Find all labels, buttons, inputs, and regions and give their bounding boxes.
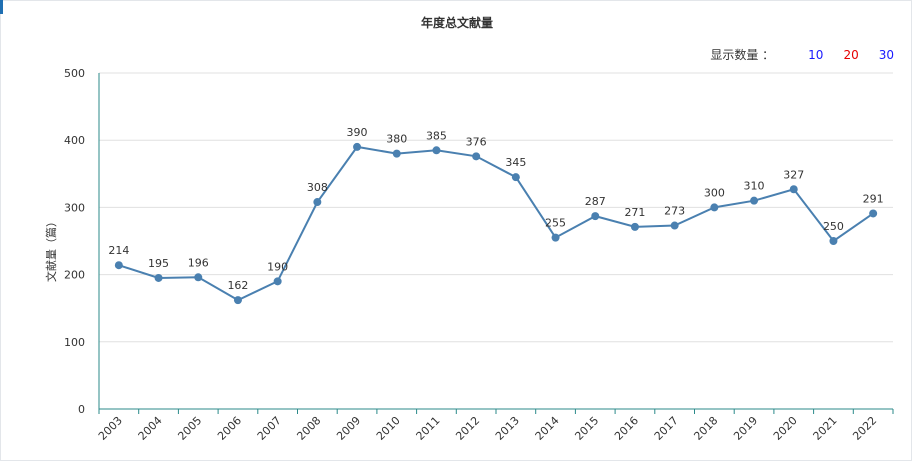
- data-label-2009: 390: [347, 126, 368, 139]
- x-tick-label-2003: 2003: [96, 414, 125, 443]
- x-tick-label-2017: 2017: [652, 414, 681, 443]
- data-point-2017[interactable]: [670, 221, 679, 230]
- data-point-2012[interactable]: [472, 152, 481, 161]
- y-tick-label: 200: [64, 269, 85, 282]
- y-tick-label: 0: [78, 403, 85, 416]
- display-count-label: 显示数量 ：: [710, 48, 775, 62]
- y-tick-label: 100: [64, 336, 85, 349]
- data-label-2011: 385: [426, 129, 447, 142]
- data-label-2006: 162: [227, 279, 248, 292]
- data-point-2021[interactable]: [829, 237, 838, 245]
- data-label-2012: 376: [466, 135, 487, 148]
- data-point-2011[interactable]: [432, 146, 441, 155]
- data-point-2007[interactable]: [273, 277, 282, 286]
- data-label-2018: 300: [704, 186, 725, 199]
- x-tick-label-2019: 2019: [731, 414, 760, 443]
- x-tick-label-2016: 2016: [612, 414, 641, 443]
- data-label-2003: 214: [108, 244, 129, 257]
- y-tick-label: 400: [64, 134, 85, 147]
- data-point-2010[interactable]: [392, 149, 401, 158]
- panel-accent-marker: [0, 0, 3, 14]
- count-option-20[interactable]: 20: [843, 47, 859, 62]
- series-line: [118, 145, 874, 302]
- data-point-2013[interactable]: [511, 173, 520, 182]
- x-tick-label-2009: 2009: [334, 414, 363, 443]
- x-tick-label-2014: 2014: [533, 414, 562, 443]
- x-tick-label-2013: 2013: [493, 414, 522, 443]
- data-label-2022: 291: [863, 192, 884, 205]
- data-label-2004: 195: [148, 257, 169, 270]
- x-tick-label-2005: 2005: [175, 414, 204, 443]
- data-label-2015: 287: [585, 195, 606, 208]
- data-point-2006[interactable]: [233, 296, 242, 305]
- x-tick-label-2022: 2022: [850, 414, 879, 443]
- data-label-2014: 255: [545, 217, 566, 230]
- data-point-2008[interactable]: [313, 198, 322, 207]
- data-label-2016: 271: [624, 206, 645, 219]
- data-label-2010: 380: [386, 133, 407, 146]
- data-point-2003[interactable]: [114, 261, 123, 270]
- data-label-2021: 250: [823, 220, 844, 233]
- data-point-2019[interactable]: [750, 196, 759, 205]
- x-tick-label-2015: 2015: [572, 414, 601, 443]
- data-label-2017: 273: [664, 205, 685, 218]
- data-point-2004[interactable]: [154, 273, 163, 282]
- y-tick-label: 300: [64, 201, 85, 214]
- x-tick-label-2006: 2006: [215, 414, 244, 443]
- data-point-2005[interactable]: [194, 273, 203, 282]
- data-point-2009[interactable]: [353, 142, 362, 151]
- x-tick-label-2004: 2004: [136, 414, 165, 443]
- count-option-10[interactable]: 10: [808, 47, 824, 62]
- data-point-2022[interactable]: [869, 209, 878, 218]
- display-count-selector: 显示数量 ： 10 20 30: [710, 46, 894, 63]
- x-tick-label-2012: 2012: [453, 414, 482, 443]
- chart-title: 年度总文献量: [420, 16, 493, 30]
- data-label-2005: 196: [188, 256, 209, 269]
- data-label-2020: 327: [783, 168, 804, 181]
- data-label-2008: 308: [307, 181, 328, 194]
- x-tick-label-2021: 2021: [811, 414, 840, 443]
- x-tick-label-2010: 2010: [374, 414, 403, 443]
- y-axis-title: 文献量（篇）: [44, 216, 58, 282]
- x-tick-label-2011: 2011: [414, 414, 443, 443]
- data-label-2019: 310: [744, 180, 765, 193]
- data-point-2020[interactable]: [789, 185, 798, 194]
- x-tick-label-2008: 2008: [294, 414, 323, 443]
- count-option-30[interactable]: 30: [878, 47, 894, 62]
- x-tick-label-2018: 2018: [691, 414, 720, 443]
- data-point-2016[interactable]: [630, 222, 639, 231]
- y-tick-label: 500: [64, 67, 85, 80]
- data-label-2007: 190: [267, 260, 288, 273]
- x-tick-label-2020: 2020: [771, 414, 800, 443]
- data-point-2015[interactable]: [591, 212, 600, 221]
- data-point-2018[interactable]: [710, 203, 719, 212]
- x-tick-label-2007: 2007: [255, 414, 284, 443]
- data-point-2014[interactable]: [551, 233, 560, 242]
- data-label-2013: 345: [505, 156, 526, 169]
